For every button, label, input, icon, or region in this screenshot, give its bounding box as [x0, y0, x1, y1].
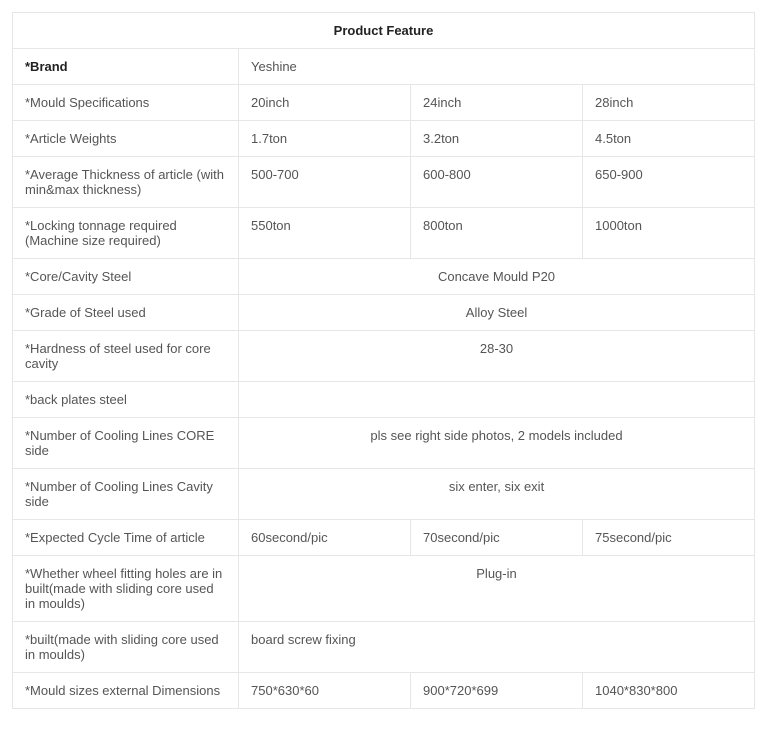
table-row: *Average Thickness of article (with min&… — [13, 157, 755, 208]
label-mould-sizes: *Mould sizes external Dimensions — [13, 673, 239, 709]
table-row: *Mould sizes external Dimensions 750*630… — [13, 673, 755, 709]
label-cycle-time: *Expected Cycle Time of article — [13, 520, 239, 556]
label-cooling-cavity: *Number of Cooling Lines Cavity side — [13, 469, 239, 520]
value-built: board screw fixing — [239, 622, 755, 673]
value-cell: 650-900 — [583, 157, 755, 208]
label-article-weights: *Article Weights — [13, 121, 239, 157]
value-cell: 4.5ton — [583, 121, 755, 157]
value-grade-steel: Alloy Steel — [239, 295, 755, 331]
table-row: *Core/Cavity Steel Concave Mould P20 — [13, 259, 755, 295]
table-row: *Brand Yeshine — [13, 49, 755, 85]
title-row: Product Feature — [13, 13, 755, 49]
value-wheel-fitting: Plug-in — [239, 556, 755, 622]
value-cell: 1000ton — [583, 208, 755, 259]
table-row: *Number of Cooling Lines Cavity side six… — [13, 469, 755, 520]
value-cell: 60second/pic — [239, 520, 411, 556]
value-cooling-cavity: six enter, six exit — [239, 469, 755, 520]
value-brand: Yeshine — [239, 49, 755, 85]
value-core-cavity-steel: Concave Mould P20 — [239, 259, 755, 295]
value-back-plates — [239, 382, 755, 418]
value-hardness: 28-30 — [239, 331, 755, 382]
table-row: *Number of Cooling Lines CORE side pls s… — [13, 418, 755, 469]
value-cell: 900*720*699 — [411, 673, 583, 709]
label-cooling-core: *Number of Cooling Lines CORE side — [13, 418, 239, 469]
label-avg-thickness: *Average Thickness of article (with min&… — [13, 157, 239, 208]
value-cooling-core: pls see right side photos, 2 models incl… — [239, 418, 755, 469]
value-cell: 750*630*60 — [239, 673, 411, 709]
table-row: *Locking tonnage required (Machine size … — [13, 208, 755, 259]
label-grade-steel: *Grade of Steel used — [13, 295, 239, 331]
label-built: *built(made with sliding core used in mo… — [13, 622, 239, 673]
product-feature-table: Product Feature *Brand Yeshine *Mould Sp… — [12, 12, 755, 709]
label-core-cavity-steel: *Core/Cavity Steel — [13, 259, 239, 295]
label-locking-tonnage: *Locking tonnage required (Machine size … — [13, 208, 239, 259]
table-row: *Mould Specifications 20inch 24inch 28in… — [13, 85, 755, 121]
value-cell: 20inch — [239, 85, 411, 121]
value-cell: 3.2ton — [411, 121, 583, 157]
table-row: *Article Weights 1.7ton 3.2ton 4.5ton — [13, 121, 755, 157]
label-mould-spec: *Mould Specifications — [13, 85, 239, 121]
value-cell: 24inch — [411, 85, 583, 121]
table-row: *Whether wheel fitting holes are in buil… — [13, 556, 755, 622]
table-row: *Hardness of steel used for core cavity … — [13, 331, 755, 382]
table-row: *back plates steel — [13, 382, 755, 418]
table-row: *built(made with sliding core used in mo… — [13, 622, 755, 673]
value-cell: 600-800 — [411, 157, 583, 208]
value-cell: 28inch — [583, 85, 755, 121]
label-wheel-fitting: *Whether wheel fitting holes are in buil… — [13, 556, 239, 622]
value-cell: 550ton — [239, 208, 411, 259]
value-cell: 75second/pic — [583, 520, 755, 556]
label-back-plates: *back plates steel — [13, 382, 239, 418]
value-cell: 1040*830*800 — [583, 673, 755, 709]
value-cell: 1.7ton — [239, 121, 411, 157]
table-row: *Expected Cycle Time of article 60second… — [13, 520, 755, 556]
value-cell: 500-700 — [239, 157, 411, 208]
table-row: *Grade of Steel used Alloy Steel — [13, 295, 755, 331]
value-cell: 70second/pic — [411, 520, 583, 556]
table-title: Product Feature — [13, 13, 755, 49]
label-hardness: *Hardness of steel used for core cavity — [13, 331, 239, 382]
label-brand: *Brand — [13, 49, 239, 85]
value-cell: 800ton — [411, 208, 583, 259]
